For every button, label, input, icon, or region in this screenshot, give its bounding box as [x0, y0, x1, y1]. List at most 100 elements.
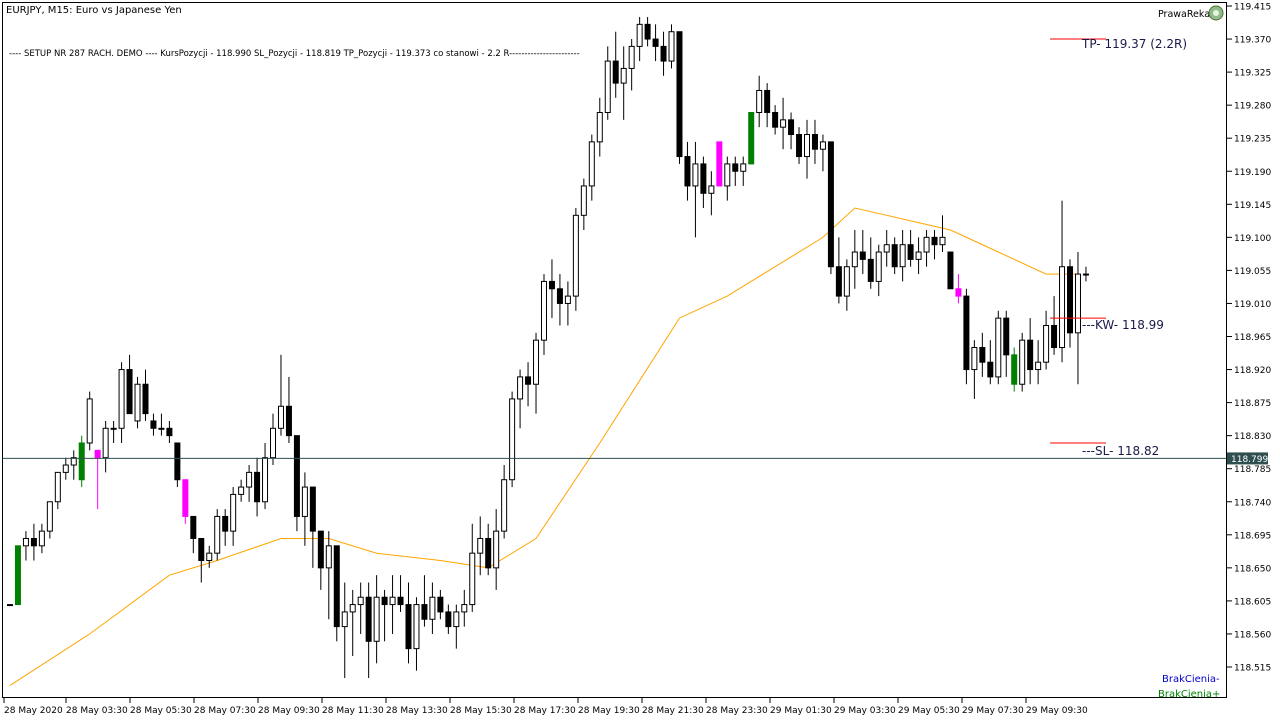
y-tick-label: 118.605 [1234, 597, 1271, 607]
candle-body [668, 31, 675, 62]
candle-body [907, 244, 914, 260]
x-tick-label: 28 May 11:30 [322, 706, 384, 716]
candle-body [995, 317, 1002, 378]
y-tick-label: 119.415 [1234, 3, 1271, 13]
candle [158, 413, 165, 436]
y-tick-label: 118.875 [1234, 399, 1271, 409]
candle [724, 156, 731, 201]
y-tick-label: 118.650 [1234, 564, 1271, 574]
candle-body [70, 457, 77, 466]
candle [867, 237, 874, 289]
candle [676, 31, 683, 164]
y-tick-label: 119.055 [1234, 267, 1271, 277]
candle-body [325, 545, 332, 569]
candle-body [915, 251, 922, 260]
x-tick-label: 29 May 09:30 [1026, 706, 1088, 716]
sl-label: ---SL- 118.82 [1082, 444, 1159, 458]
candle [1003, 310, 1010, 377]
candle-body [413, 604, 420, 650]
candle [939, 215, 946, 253]
candle [947, 251, 954, 290]
candle [1027, 318, 1034, 385]
candle [14, 545, 21, 606]
candle-body [222, 515, 229, 532]
candle [389, 575, 396, 634]
candle-body [572, 214, 579, 297]
candle [230, 487, 237, 546]
candle [126, 354, 133, 415]
candle [46, 501, 53, 539]
moving-average-layer [9, 207, 1078, 686]
candle [684, 141, 691, 201]
candle-body [94, 449, 101, 459]
candle [971, 340, 978, 399]
candle [301, 472, 308, 546]
candle-body [835, 266, 842, 297]
candle [501, 465, 508, 539]
x-tick-label: 28 May 07:30 [194, 706, 256, 716]
candle-body [1011, 354, 1018, 385]
y-tick-label: 118.740 [1234, 498, 1271, 508]
brand-logo-icon [1208, 5, 1224, 21]
candle [1082, 266, 1089, 282]
levels-layer [3, 38, 1226, 459]
candle-body [22, 537, 29, 547]
entry-label: ---KW- 118.99 [1082, 318, 1164, 332]
candle-body [724, 163, 731, 187]
candle-body [262, 457, 269, 503]
candle-body [588, 141, 595, 187]
candle [7, 604, 13, 607]
candle [533, 332, 540, 414]
candle-body [517, 376, 524, 400]
candle [421, 575, 428, 627]
candle-body [254, 471, 261, 503]
candle [915, 237, 922, 275]
x-tick-label: 29 May 01:30 [770, 706, 832, 716]
candle-body [166, 427, 173, 437]
candle-body [540, 280, 547, 341]
candle [102, 420, 109, 473]
candle-body [644, 23, 651, 40]
candle [819, 134, 826, 172]
x-tick-label: 28 May 05:30 [130, 706, 192, 716]
candle-body [1003, 317, 1010, 356]
candle [875, 244, 882, 297]
candle-body [716, 141, 723, 187]
candle-body [357, 596, 364, 606]
candle [907, 230, 914, 267]
price-axis[interactable]: 119.415 119.370 119.325 119.280 119.235 119.1… [1227, 3, 1271, 674]
candle [732, 156, 739, 186]
candle [38, 523, 45, 554]
candle [1059, 200, 1066, 363]
y-tick-label: 119.280 [1234, 102, 1271, 112]
candle [405, 582, 412, 664]
candle-body [509, 398, 516, 481]
candle [30, 523, 37, 561]
candles-layer [7, 17, 1089, 679]
candle [509, 391, 516, 488]
candle-body [46, 501, 53, 532]
candle [660, 31, 667, 76]
candle-body [102, 427, 109, 459]
candle-body [78, 442, 85, 481]
candle-body [277, 405, 284, 429]
candle-body [804, 134, 810, 158]
candle-body [636, 23, 643, 47]
time-axis[interactable]: 28 May 2020 28 May 03:30 28 May 05:30 28 Ma… [3, 698, 1088, 716]
candle-body [740, 163, 747, 172]
candle [804, 119, 810, 179]
candle-body [1019, 339, 1026, 385]
candle-body [843, 266, 850, 297]
candle-body [620, 67, 627, 84]
candle [756, 75, 763, 128]
candle-body [477, 537, 484, 554]
candle-body [556, 288, 563, 304]
candle [174, 442, 181, 488]
tp-label: TP- 119.37 (2.2R) [1081, 37, 1187, 51]
candle-body [971, 347, 978, 371]
candle-body [158, 427, 165, 430]
candle-body [493, 530, 500, 569]
candle-body [38, 530, 45, 547]
plot-area[interactable] [2, 2, 1227, 698]
